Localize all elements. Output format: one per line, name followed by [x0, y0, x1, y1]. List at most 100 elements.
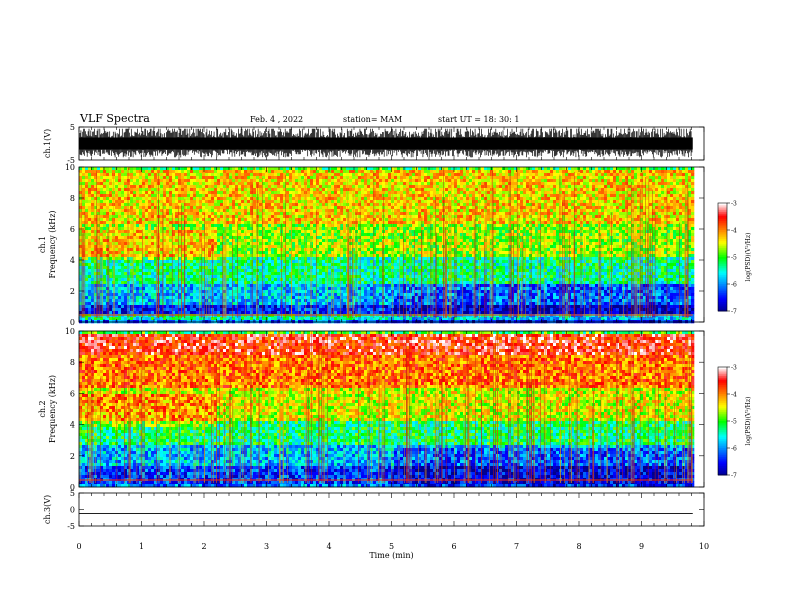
spectrogram-cell: [469, 182, 473, 186]
spectrogram-cell: [283, 182, 287, 186]
spectrogram-cell: [88, 215, 92, 219]
spectrogram-cell: [115, 218, 119, 222]
spectrogram-cell: [358, 197, 362, 201]
spectrogram-cell: [412, 167, 416, 171]
spectrogram-cell: [193, 206, 197, 210]
spectrogram-cell: [118, 200, 122, 204]
spectrogram-cell: [145, 212, 149, 216]
spectrogram-cell: [196, 182, 200, 186]
spectrogram-cell: [427, 191, 431, 195]
spectrogram-cell: [652, 185, 656, 189]
spectrogram-cell: [505, 218, 509, 222]
spectrogram-cell: [277, 179, 281, 183]
spectrogram-cell: [148, 221, 152, 225]
spectrogram-cell: [268, 179, 272, 183]
spectrogram-cell: [145, 188, 149, 192]
spectrogram-cell: [196, 230, 200, 234]
spectrogram-cell: [214, 167, 218, 171]
spectrogram-cell: [136, 218, 140, 222]
spectrogram-cell: [232, 230, 236, 234]
spectrogram-cell: [616, 173, 620, 177]
spectrogram-cell: [142, 194, 146, 198]
spectrogram-cell: [454, 212, 458, 216]
spectrogram-cell: [373, 188, 377, 192]
spectrogram-cell: [502, 188, 506, 192]
spectrogram-cell: [139, 170, 143, 174]
spectrogram-cell: [403, 206, 407, 210]
spectrogram-cell: [82, 185, 86, 189]
spectrogram-cell: [421, 194, 425, 198]
spectrogram-cell: [448, 182, 452, 186]
spectrogram-cell: [643, 185, 647, 189]
spectrogram-cell: [529, 194, 533, 198]
spectrogram-cell: [514, 179, 518, 183]
spectrogram-cell: [151, 173, 155, 177]
spectrogram-cell: [115, 173, 119, 177]
spectrogram-cell: [664, 188, 668, 192]
spectrogram-cell: [334, 179, 338, 183]
spectrogram-cell: [574, 230, 578, 234]
spectrogram-cell: [343, 236, 347, 240]
spectrogram-cell: [133, 227, 137, 231]
spectrogram-cell: [589, 224, 593, 228]
spectrogram-cell: [394, 218, 398, 222]
spectrogram-cell: [580, 200, 584, 204]
spectrogram-cell: [622, 209, 626, 213]
spectrogram-cell: [199, 194, 203, 198]
spectrogram-cell: [244, 233, 248, 237]
spectrogram-cell: [328, 191, 332, 195]
spectrogram-cell: [238, 170, 242, 174]
spectrogram-cell: [583, 167, 587, 171]
spectrogram-cell: [547, 200, 551, 204]
spectrogram-cell: [118, 170, 122, 174]
spectrogram-cell: [331, 221, 335, 225]
spectrogram-cell: [232, 224, 236, 228]
spectrogram-cell: [391, 218, 395, 222]
spectrogram-cell: [466, 170, 470, 174]
spectrogram-cell: [583, 215, 587, 219]
spectrogram-cell: [523, 176, 527, 180]
spectrogram-cell: [85, 209, 89, 213]
spectrogram-cell: [400, 212, 404, 216]
spectrogram-cell: [115, 182, 119, 186]
spectrogram-cell: [652, 203, 656, 207]
spectrogram-cell: [145, 221, 149, 225]
spectrogram-cell: [649, 218, 653, 222]
spectrogram-cell: [283, 179, 287, 183]
spectrogram-cell: [376, 170, 380, 174]
spectrogram-cell: [199, 224, 203, 228]
spectrogram-cell: [301, 230, 305, 234]
spectrogram-cell: [259, 176, 263, 180]
spectrogram-cell: [430, 227, 434, 231]
spectrogram-cell: [85, 203, 89, 207]
spectrogram-cell: [469, 233, 473, 237]
spectrogram-cell: [505, 230, 509, 234]
spectrogram-cell: [361, 197, 365, 201]
spectrogram-cell: [97, 227, 101, 231]
spectrogram-cell: [463, 212, 467, 216]
spectrogram-cell: [547, 176, 551, 180]
spectrogram-cell: [385, 236, 389, 240]
spectrogram-cell: [637, 182, 641, 186]
spectrogram-cell: [592, 176, 596, 180]
spectrogram-cell: [355, 173, 359, 177]
spectrogram-cell: [280, 206, 284, 210]
spectrogram-cell: [601, 206, 605, 210]
spectrogram-cell: [295, 176, 299, 180]
spectrogram-cell: [586, 191, 590, 195]
spectrogram-cell: [322, 215, 326, 219]
spectrogram-cell: [274, 194, 278, 198]
spectrogram-cell: [124, 170, 128, 174]
spectrogram-cell: [460, 173, 464, 177]
spectrogram-cell: [325, 182, 329, 186]
spectrogram-cell: [493, 185, 497, 189]
spectrogram-cell: [451, 197, 455, 201]
spectrogram-cell: [424, 167, 428, 171]
spectrogram-cell: [655, 203, 659, 207]
spectrogram-cell: [466, 236, 470, 240]
spectrogram-cell: [526, 212, 530, 216]
spectrogram-cell: [130, 215, 134, 219]
spectrogram-cell: [433, 167, 437, 171]
spectrogram-cell: [100, 212, 104, 216]
